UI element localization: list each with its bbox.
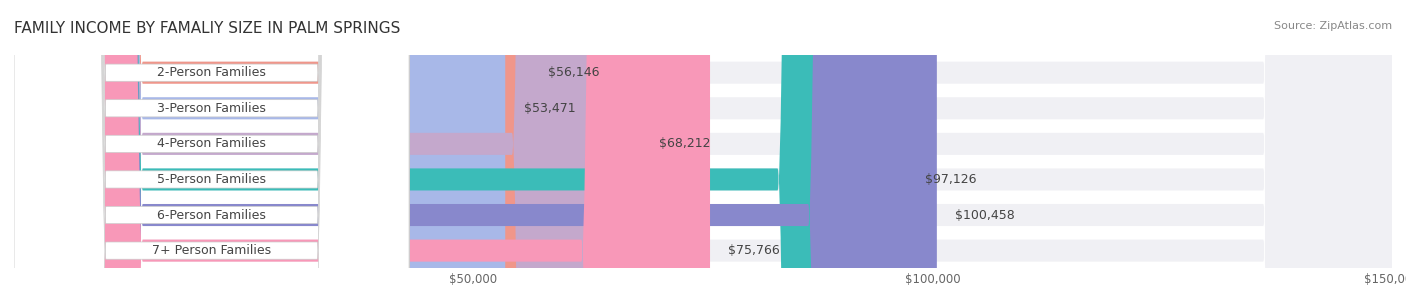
Text: 6-Person Families: 6-Person Families bbox=[157, 209, 266, 221]
FancyBboxPatch shape bbox=[14, 0, 409, 305]
Text: $56,146: $56,146 bbox=[548, 66, 600, 79]
FancyBboxPatch shape bbox=[14, 0, 409, 305]
Text: $100,458: $100,458 bbox=[955, 209, 1015, 221]
Text: Source: ZipAtlas.com: Source: ZipAtlas.com bbox=[1274, 21, 1392, 31]
FancyBboxPatch shape bbox=[14, 0, 641, 305]
Text: 4-Person Families: 4-Person Families bbox=[157, 137, 266, 150]
FancyBboxPatch shape bbox=[14, 0, 409, 305]
FancyBboxPatch shape bbox=[14, 0, 530, 305]
FancyBboxPatch shape bbox=[14, 0, 936, 305]
FancyBboxPatch shape bbox=[14, 0, 409, 305]
Text: FAMILY INCOME BY FAMALIY SIZE IN PALM SPRINGS: FAMILY INCOME BY FAMALIY SIZE IN PALM SP… bbox=[14, 21, 401, 36]
Text: $53,471: $53,471 bbox=[523, 102, 575, 115]
FancyBboxPatch shape bbox=[14, 0, 409, 305]
FancyBboxPatch shape bbox=[14, 0, 505, 305]
Text: 7+ Person Families: 7+ Person Families bbox=[152, 244, 271, 257]
Text: $68,212: $68,212 bbox=[659, 137, 710, 150]
FancyBboxPatch shape bbox=[14, 0, 1392, 305]
Text: $97,126: $97,126 bbox=[925, 173, 976, 186]
Text: 3-Person Families: 3-Person Families bbox=[157, 102, 266, 115]
Text: $75,766: $75,766 bbox=[728, 244, 780, 257]
Text: 5-Person Families: 5-Person Families bbox=[157, 173, 266, 186]
FancyBboxPatch shape bbox=[14, 0, 1392, 305]
Text: 2-Person Families: 2-Person Families bbox=[157, 66, 266, 79]
FancyBboxPatch shape bbox=[14, 0, 1392, 305]
FancyBboxPatch shape bbox=[14, 0, 710, 305]
FancyBboxPatch shape bbox=[14, 0, 1392, 305]
FancyBboxPatch shape bbox=[14, 0, 907, 305]
FancyBboxPatch shape bbox=[14, 0, 1392, 305]
FancyBboxPatch shape bbox=[14, 0, 409, 305]
FancyBboxPatch shape bbox=[14, 0, 1392, 305]
